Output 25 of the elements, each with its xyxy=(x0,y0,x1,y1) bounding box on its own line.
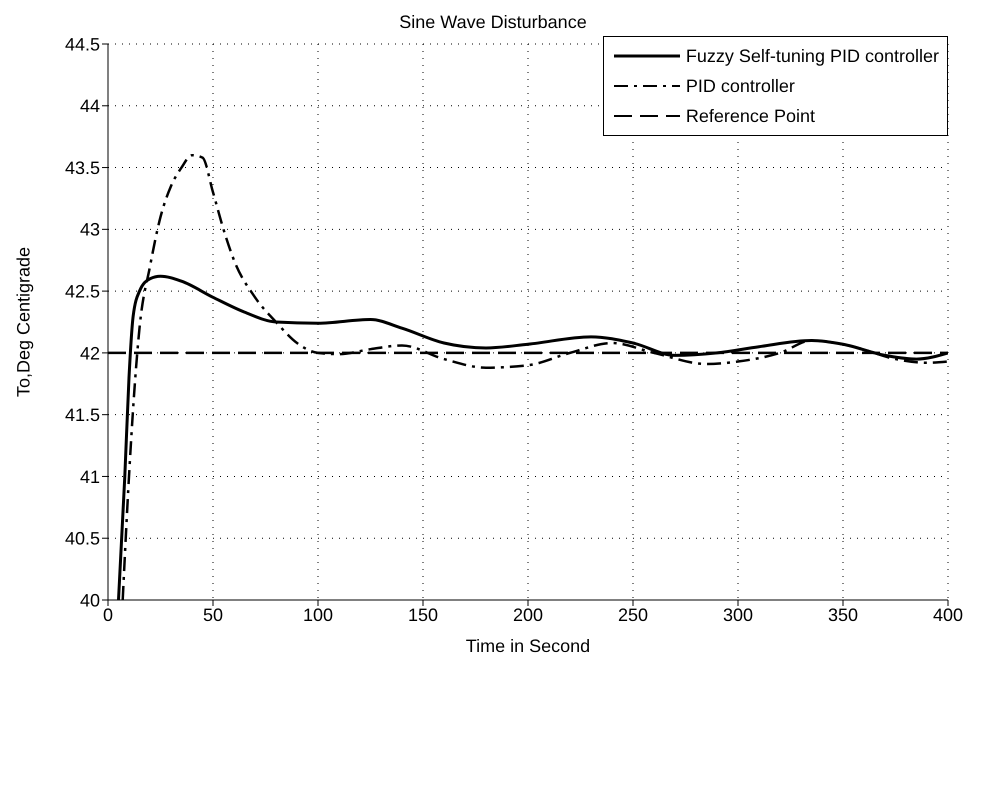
x-tick-label: 250 xyxy=(618,604,648,625)
x-tick-label: 150 xyxy=(408,604,438,625)
x-tick-label: 400 xyxy=(932,604,964,625)
y-tick-label: 43 xyxy=(80,220,100,240)
y-tick-label: 43.5 xyxy=(64,158,100,178)
legend-label: Reference Point xyxy=(686,106,815,126)
y-tick-label: 44.5 xyxy=(64,34,100,54)
y-tick-label: 40 xyxy=(80,590,100,610)
y-tick-label: 42.5 xyxy=(64,282,100,302)
x-tick-label: 350 xyxy=(828,604,858,625)
legend-label: Fuzzy Self-tuning PID controller xyxy=(686,46,939,66)
x-tick-label: 300 xyxy=(722,604,754,625)
y-tick-label: 40.5 xyxy=(64,528,100,549)
y-tick-label: 42 xyxy=(80,343,100,364)
y-tick-label: 41 xyxy=(80,466,100,487)
x-tick-label: 200 xyxy=(512,604,544,625)
x-tick-label: 100 xyxy=(302,604,334,625)
x-tick-label: 0 xyxy=(102,604,114,625)
y-tick-label: 44 xyxy=(80,96,100,116)
y-tick-label: 41.5 xyxy=(64,405,100,426)
legend-label: PID controller xyxy=(686,76,795,96)
y-axis-title: To,Deg Centigrade xyxy=(13,246,34,398)
x-axis-title: Time in Second xyxy=(466,636,590,656)
x-tick-label: 50 xyxy=(202,604,224,625)
chart-title: Sine Wave Disturbance xyxy=(398,12,588,33)
